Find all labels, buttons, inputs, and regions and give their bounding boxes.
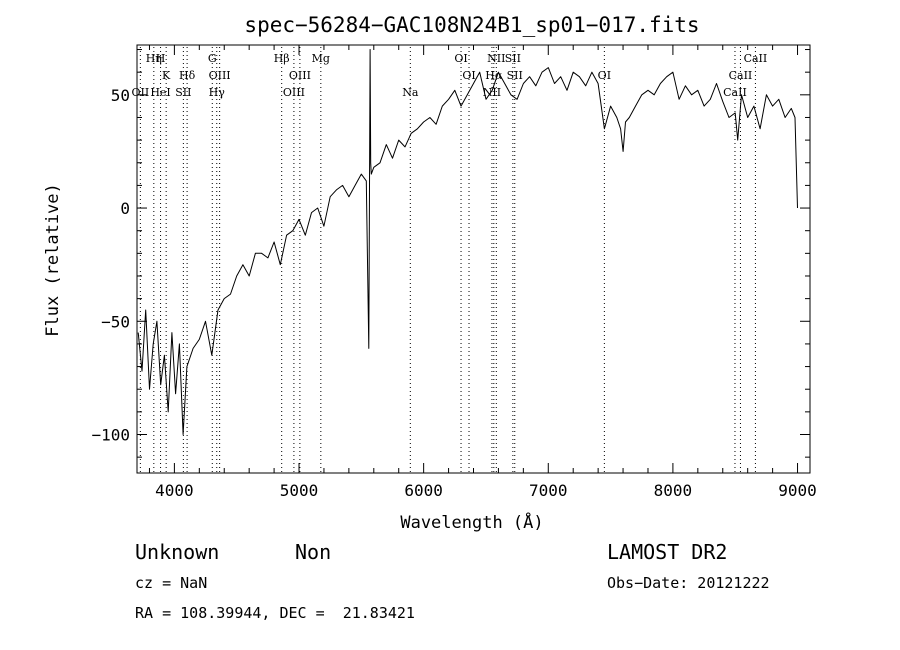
spectrum-line bbox=[137, 49, 798, 435]
line-label: CaII bbox=[744, 52, 768, 65]
line-label: NII bbox=[483, 86, 501, 99]
spectrum-series bbox=[137, 49, 798, 435]
line-labels: OIIHηHHeIKSIIHδGOIIIHγHβOIIIOIIIMgNaOIOI… bbox=[132, 52, 768, 99]
line-label: HeI bbox=[150, 86, 170, 99]
line-label: OI bbox=[454, 52, 467, 65]
x-tick-label: 9000 bbox=[778, 481, 817, 500]
line-label: Hη bbox=[146, 52, 162, 65]
line-label: SII bbox=[175, 86, 191, 99]
line-label: Hγ bbox=[209, 86, 226, 99]
x-tick-label: 5000 bbox=[280, 481, 319, 500]
line-label: OII bbox=[132, 86, 150, 99]
line-label: SII bbox=[505, 52, 521, 65]
x-tick-label: 4000 bbox=[155, 481, 194, 500]
line-label: K bbox=[162, 69, 171, 82]
plot-frame bbox=[136, 44, 811, 474]
y-tick-label: −50 bbox=[101, 312, 130, 331]
line-label: G bbox=[208, 52, 217, 65]
line-label: OIII bbox=[289, 69, 311, 82]
cz-value: cz = NaN bbox=[135, 574, 208, 592]
line-label: OI bbox=[598, 69, 611, 82]
line-label: H bbox=[156, 52, 166, 65]
line-label: CaII bbox=[723, 86, 747, 99]
y-tick-label: 50 bbox=[111, 86, 130, 105]
line-label: Mg bbox=[312, 52, 330, 65]
x-tick-label: 7000 bbox=[529, 481, 568, 500]
line-label: Hα bbox=[485, 69, 503, 82]
chart-title: spec−56284−GAC108N24B1_sp01−017.fits bbox=[244, 13, 699, 37]
x-tick-label: 6000 bbox=[404, 481, 443, 500]
survey-label: LAMOST DR2 bbox=[607, 540, 728, 564]
x-axis-title: Wavelength (Å) bbox=[400, 511, 543, 533]
line-label: Hβ bbox=[274, 52, 290, 65]
annotation-lines bbox=[139, 47, 756, 473]
y-tick-label: −100 bbox=[91, 426, 130, 445]
line-label: OI bbox=[462, 69, 475, 82]
obs-date: Obs−Date: 20121222 bbox=[607, 574, 770, 592]
coordinates: RA = 108.39944, DEC = 21.83421 bbox=[135, 604, 415, 622]
line-label: SII bbox=[507, 69, 523, 82]
line-label: NII bbox=[487, 52, 505, 65]
line-label: CaII bbox=[729, 69, 753, 82]
line-label: OIII bbox=[283, 86, 305, 99]
line-label: OIII bbox=[209, 69, 231, 82]
subclass-label: Non bbox=[295, 540, 332, 564]
y-axis-title: Flux (relative) bbox=[43, 183, 63, 337]
line-label: Hδ bbox=[179, 69, 196, 82]
x-tick-label: 8000 bbox=[654, 481, 693, 500]
class-label: Unknown bbox=[135, 540, 220, 564]
line-label: Na bbox=[402, 86, 419, 99]
axis-ticks: 4000 5000 6000 7000 8000 9000 −100 −50 0 50 bbox=[91, 45, 817, 500]
y-tick-label: 0 bbox=[120, 199, 130, 218]
